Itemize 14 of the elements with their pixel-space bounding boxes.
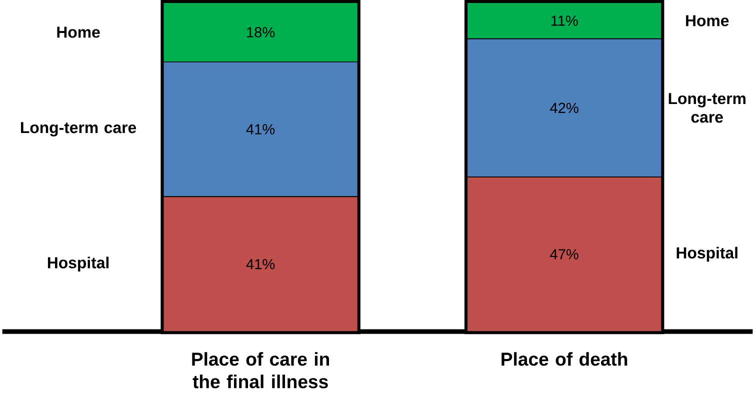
- text: Home: [57, 26, 100, 38]
- data-label: 41%: [246, 259, 275, 270]
- x-tick-label: Place of care in the final illness: [192, 352, 330, 388]
- data-label: 18%: [247, 27, 275, 38]
- text: Long-term care: [20, 122, 136, 137]
- series-label: Home: [686, 15, 729, 26]
- data-label: 11%: [551, 16, 578, 26]
- data-label: 42%: [550, 102, 578, 114]
- text: Hospital: [48, 256, 109, 272]
- series-label: Hospital: [676, 246, 738, 262]
- data-label: 41%: [246, 124, 275, 135]
- x-tick-label: Place of death: [502, 352, 628, 366]
- series-label: Long-term care: [668, 93, 746, 123]
- data-label: 47%: [550, 249, 578, 260]
